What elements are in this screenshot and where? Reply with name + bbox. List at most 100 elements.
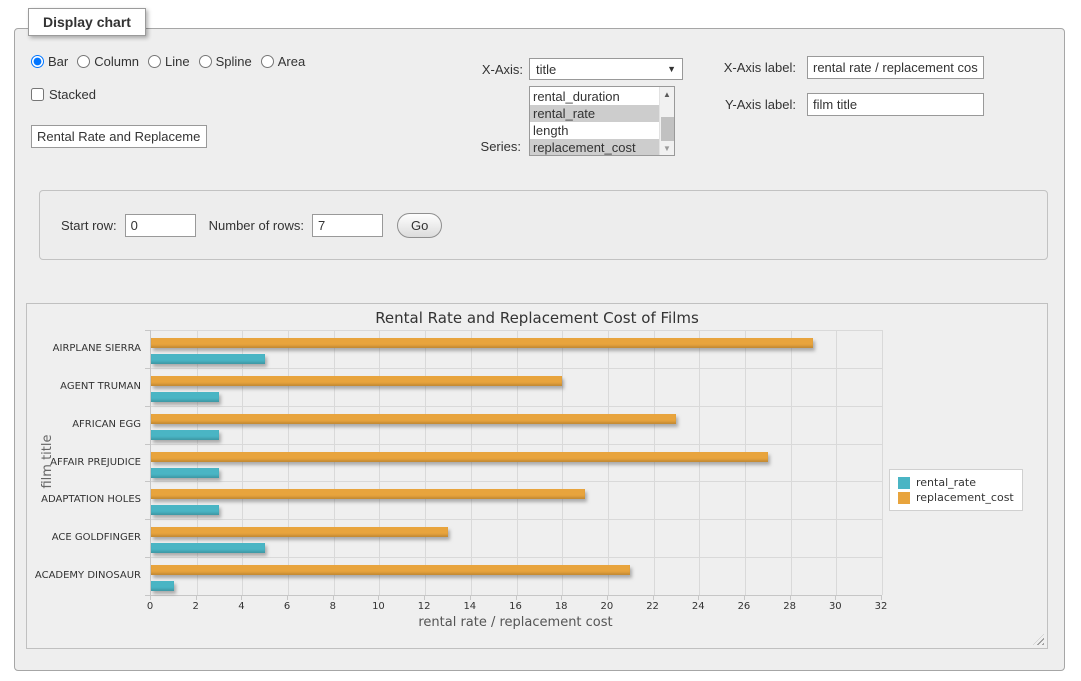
chart-title-input[interactable] (31, 125, 207, 148)
gridline (699, 330, 700, 595)
stacked-checkbox[interactable] (31, 88, 44, 101)
radio-bar[interactable]: Bar (31, 54, 68, 69)
start-row-label: Start row: (61, 218, 117, 233)
x-axis-label-input[interactable] (807, 56, 984, 79)
bar-rental_rate[interactable] (151, 505, 219, 515)
category-label: AFRICAN EGG (27, 419, 141, 430)
axis-tick (881, 596, 882, 600)
bar-replacement_cost[interactable] (151, 527, 448, 537)
category-label: ADAPTATION HOLES (27, 494, 141, 505)
x-tick-label: 8 (330, 601, 336, 612)
x-tick-label: 12 (418, 601, 431, 612)
category-label: AGENT TRUMAN (27, 381, 141, 392)
radio-spline[interactable]: Spline (199, 54, 252, 69)
legend-item-replacement_cost[interactable]: replacement_cost (898, 491, 1014, 504)
chart-canvas: Rental Rate and Replacement Cost of Film… (27, 304, 1047, 648)
display-chart-panel: Display chart BarColumnLineSplineArea St… (14, 28, 1065, 671)
radio-line[interactable]: Line (148, 54, 190, 69)
x-axis-select-label: X-Axis: (435, 62, 523, 77)
series-option-replacement_cost[interactable]: replacement_cost (530, 139, 659, 156)
gridline (608, 330, 609, 595)
axis-tick (145, 330, 150, 331)
radio-area[interactable]: Area (261, 54, 305, 69)
bar-rental_rate[interactable] (151, 354, 265, 364)
gridline (151, 406, 882, 407)
bar-replacement_cost[interactable] (151, 338, 813, 348)
x-tick-label: 14 (463, 601, 476, 612)
axis-tick (287, 596, 288, 600)
legend-label-rental_rate: rental_rate (916, 476, 976, 489)
panel-legend: Display chart (28, 8, 146, 36)
radio-input-spline[interactable] (199, 55, 212, 68)
number-of-rows-input[interactable] (312, 214, 383, 237)
category-label: AIRPLANE SIERRA (27, 343, 141, 354)
x-tick-label: 26 (738, 601, 751, 612)
bar-replacement_cost[interactable] (151, 414, 676, 424)
gridline (836, 330, 837, 595)
gridline (334, 330, 335, 595)
gridline (425, 330, 426, 595)
axis-tick (744, 596, 745, 600)
x-tick-label: 0 (147, 601, 153, 612)
axis-tick (333, 596, 334, 600)
x-tick-label: 22 (646, 601, 659, 612)
radio-label-area: Area (278, 54, 305, 69)
x-tick-label: 28 (783, 601, 796, 612)
gridline (151, 368, 882, 369)
scroll-down-icon[interactable]: ▼ (660, 141, 674, 155)
x-tick-label: 20 (601, 601, 614, 612)
axis-tick (607, 596, 608, 600)
bar-rental_rate[interactable] (151, 543, 265, 553)
gridline (151, 444, 882, 445)
series-select-label: Series: (435, 139, 521, 154)
bar-replacement_cost[interactable] (151, 376, 562, 386)
radio-column[interactable]: Column (77, 54, 139, 69)
gridline (882, 330, 883, 595)
radio-input-line[interactable] (148, 55, 161, 68)
bar-rental_rate[interactable] (151, 392, 219, 402)
go-button[interactable]: Go (397, 213, 442, 238)
x-tick-label: 30 (829, 601, 842, 612)
bar-rental_rate[interactable] (151, 581, 174, 591)
gridline (288, 330, 289, 595)
bar-replacement_cost[interactable] (151, 489, 585, 499)
stacked-checkbox-row[interactable]: Stacked (31, 87, 96, 102)
number-of-rows-label: Number of rows: (209, 218, 304, 233)
axis-tick (790, 596, 791, 600)
bar-replacement_cost[interactable] (151, 452, 768, 462)
radio-label-bar: Bar (48, 54, 68, 69)
axis-tick (516, 596, 517, 600)
category-label: ACE GOLDFINGER (27, 532, 141, 543)
gridline (151, 481, 882, 482)
category-label: AFFAIR PREJUDICE (27, 457, 141, 468)
radio-input-area[interactable] (261, 55, 274, 68)
axis-tick (241, 596, 242, 600)
category-label: ACADEMY DINOSAUR (27, 570, 141, 581)
legend-swatch-rental_rate (898, 477, 910, 489)
gridline (379, 330, 380, 595)
y-axis-label-input[interactable] (807, 93, 984, 116)
stacked-label: Stacked (49, 87, 96, 102)
bar-rental_rate[interactable] (151, 430, 219, 440)
legend-item-rental_rate[interactable]: rental_rate (898, 476, 1014, 489)
x-tick-label: 32 (875, 601, 888, 612)
gridline (745, 330, 746, 595)
axis-tick (145, 444, 150, 445)
x-axis-selected-value: title (536, 62, 556, 77)
start-row-input[interactable] (125, 214, 196, 237)
radio-input-bar[interactable] (31, 55, 44, 68)
axis-tick (424, 596, 425, 600)
gridline (151, 519, 882, 520)
plot-area (150, 330, 882, 596)
chart-container: Rental Rate and Replacement Cost of Film… (26, 303, 1048, 649)
radio-input-column[interactable] (77, 55, 90, 68)
bar-rental_rate[interactable] (151, 468, 219, 478)
x-tick-label: 10 (372, 601, 385, 612)
scrollbar-thumb[interactable] (661, 117, 674, 141)
axis-tick (150, 596, 151, 600)
gridline (562, 330, 563, 595)
bar-replacement_cost[interactable] (151, 565, 630, 575)
gridline (151, 330, 882, 331)
series-option-length[interactable]: length (530, 122, 659, 139)
x-tick-label: 2 (193, 601, 199, 612)
